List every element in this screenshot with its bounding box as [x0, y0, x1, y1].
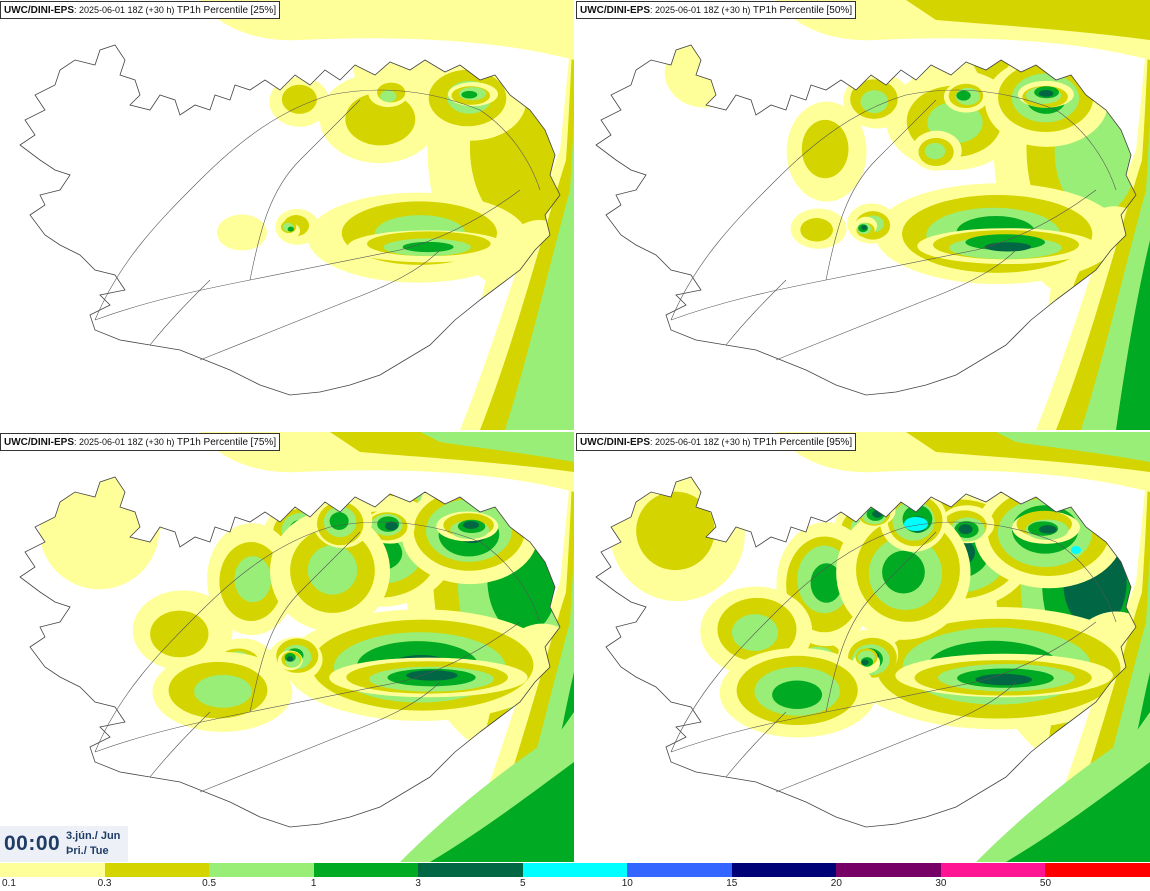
legend-tick-label: 3 — [415, 878, 421, 889]
legend-tick-label: 0.5 — [202, 878, 217, 889]
model-name: UWC/DINI-EPS — [580, 437, 650, 448]
color-legend: 0.1 0.3 0.5 1 3 5 10 15 20 30 50 — [0, 862, 1150, 891]
legend-tick-label: 15 — [726, 878, 738, 889]
legend-swatch — [627, 863, 733, 877]
model-name: UWC/DINI-EPS — [580, 5, 650, 16]
map-panel-25: UWC/DINI-EPS: 2025-06-01 18Z (+30 h) TP1… — [0, 0, 574, 430]
legend-tick-label: 20 — [830, 878, 842, 889]
road-network — [94, 89, 541, 361]
legend-tick-label: 50 — [1039, 878, 1052, 889]
legend-tick-label: 1 — [310, 878, 317, 889]
precip-map-75 — [19, 432, 574, 862]
legend-swatch — [0, 863, 106, 877]
valid-weekday: Þri./ Tue — [66, 845, 109, 857]
param-name: TP1h Percentile — [752, 437, 825, 448]
legend-tick-label: 10 — [621, 878, 633, 889]
legend-swatch — [418, 863, 524, 877]
precip-map-25 — [19, 0, 574, 430]
map-panel-75: UWC/DINI-EPS: 2025-06-01 18Z (+30 h) TP1… — [0, 432, 574, 862]
ocean-precip — [200, 0, 574, 430]
percentile-label: [50%] — [826, 5, 853, 16]
panel-title: UWC/DINI-EPS: 2025-06-01 18Z (+30 h) TP1… — [0, 1, 281, 19]
panel-divider — [0, 430, 1150, 432]
valid-time-box: 00:00 3.jún./ Jun Þri./ Tue — [0, 826, 128, 862]
panel-title: UWC/DINI-EPS: 2025-06-01 18Z (+30 h) TP1… — [0, 433, 281, 451]
legend-swatch — [313, 863, 419, 877]
run-info: 2025-06-01 18Z (+30 h) — [79, 5, 175, 15]
legend-tick-label: 30 — [935, 878, 947, 889]
legend-tick-label: 0.3 — [97, 878, 112, 889]
param-name: TP1h Percentile — [176, 5, 249, 16]
legend-swatch — [1045, 863, 1150, 877]
percentile-label: [75%] — [250, 437, 277, 448]
legend-swatch — [104, 863, 210, 877]
panel-title: UWC/DINI-EPS: 2025-06-01 18Z (+30 h) TP1… — [576, 433, 857, 451]
percentile-label: [95%] — [826, 437, 853, 448]
valid-time: 00:00 — [4, 832, 61, 855]
legend-swatch — [209, 863, 315, 877]
valid-date: 3.jún./ Jun — [66, 830, 121, 842]
model-name: UWC/DINI-EPS — [4, 437, 74, 448]
map-panel-50: UWC/DINI-EPS: 2025-06-01 18Z (+30 h) TP1… — [576, 0, 1150, 430]
precip-map-95 — [595, 432, 1150, 862]
ocean-precip — [200, 432, 574, 862]
road-network — [670, 89, 1117, 361]
legend-swatch — [731, 863, 837, 877]
model-name: UWC/DINI-EPS — [4, 5, 74, 16]
run-info: 2025-06-01 18Z (+30 h) — [655, 437, 751, 447]
legend-tick-label: 0.1 — [2, 878, 16, 889]
ocean-precip — [776, 432, 1150, 862]
legend-tick-label: 5 — [519, 878, 526, 889]
legend-swatch — [940, 863, 1046, 877]
run-info: 2025-06-01 18Z (+30 h) — [655, 5, 751, 15]
param-name: TP1h Percentile — [176, 437, 249, 448]
percentile-label: [25%] — [250, 5, 277, 16]
precip-map-50 — [595, 0, 1150, 430]
run-info: 2025-06-01 18Z (+30 h) — [79, 437, 175, 447]
legend-swatch — [836, 863, 942, 877]
road-network — [670, 521, 1117, 793]
param-name: TP1h Percentile — [752, 5, 825, 16]
map-panel-95: UWC/DINI-EPS: 2025-06-01 18Z (+30 h) TP1… — [576, 432, 1150, 862]
road-network — [94, 521, 541, 793]
panel-title: UWC/DINI-EPS: 2025-06-01 18Z (+30 h) TP1… — [576, 1, 857, 19]
legend-swatch — [522, 863, 628, 877]
ocean-precip — [776, 0, 1150, 430]
